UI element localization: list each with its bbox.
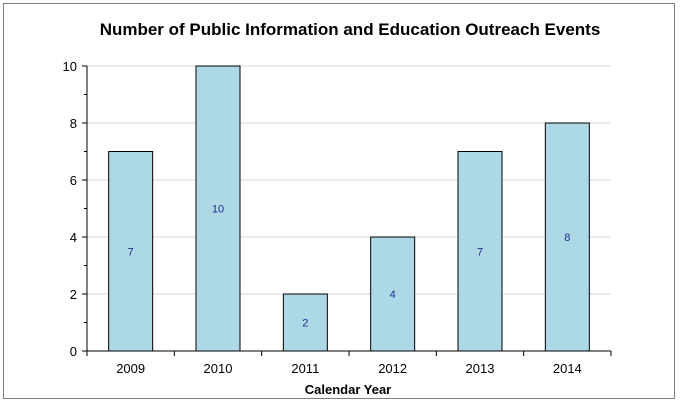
y-tick-label: 0 — [70, 344, 77, 359]
x-tick-label: 2012 — [378, 361, 407, 376]
x-axis-ticks: 2009 2010 2011 2012 2013 2014 — [86, 351, 612, 376]
data-label: 2 — [302, 318, 308, 330]
bars — [108, 65, 590, 352]
bar-2013 — [457, 151, 503, 352]
data-label: 7 — [477, 246, 483, 258]
x-tick-label: 2010 — [204, 361, 233, 376]
bar-2011 — [282, 293, 328, 352]
x-tick-label: 2014 — [553, 361, 582, 376]
data-labels: 7 10 2 4 7 8 — [128, 204, 571, 330]
data-label: 10 — [212, 204, 224, 216]
x-tick-label: 2013 — [466, 361, 495, 376]
y-axis-ticks: 0 2 4 6 8 10 — [63, 59, 87, 359]
data-label: 4 — [390, 289, 396, 301]
gridlines — [87, 65, 611, 295]
bar-2010 — [195, 65, 241, 352]
y-tick-label: 4 — [70, 230, 77, 245]
x-axis-label: Calendar Year — [305, 382, 391, 397]
y-tick-label: 8 — [70, 116, 77, 131]
y-tick-label: 2 — [70, 287, 77, 302]
y-tick-label: 10 — [63, 59, 77, 74]
data-label: 7 — [128, 246, 134, 258]
data-label: 8 — [564, 232, 570, 244]
x-tick-label: 2009 — [116, 361, 145, 376]
y-tick-label: 6 — [70, 173, 77, 188]
x-tick-label: 2011 — [291, 361, 319, 376]
bar-2012 — [370, 236, 416, 352]
chart-title: Number of Public Information and Educati… — [100, 20, 601, 39]
bar-2014 — [544, 122, 590, 352]
